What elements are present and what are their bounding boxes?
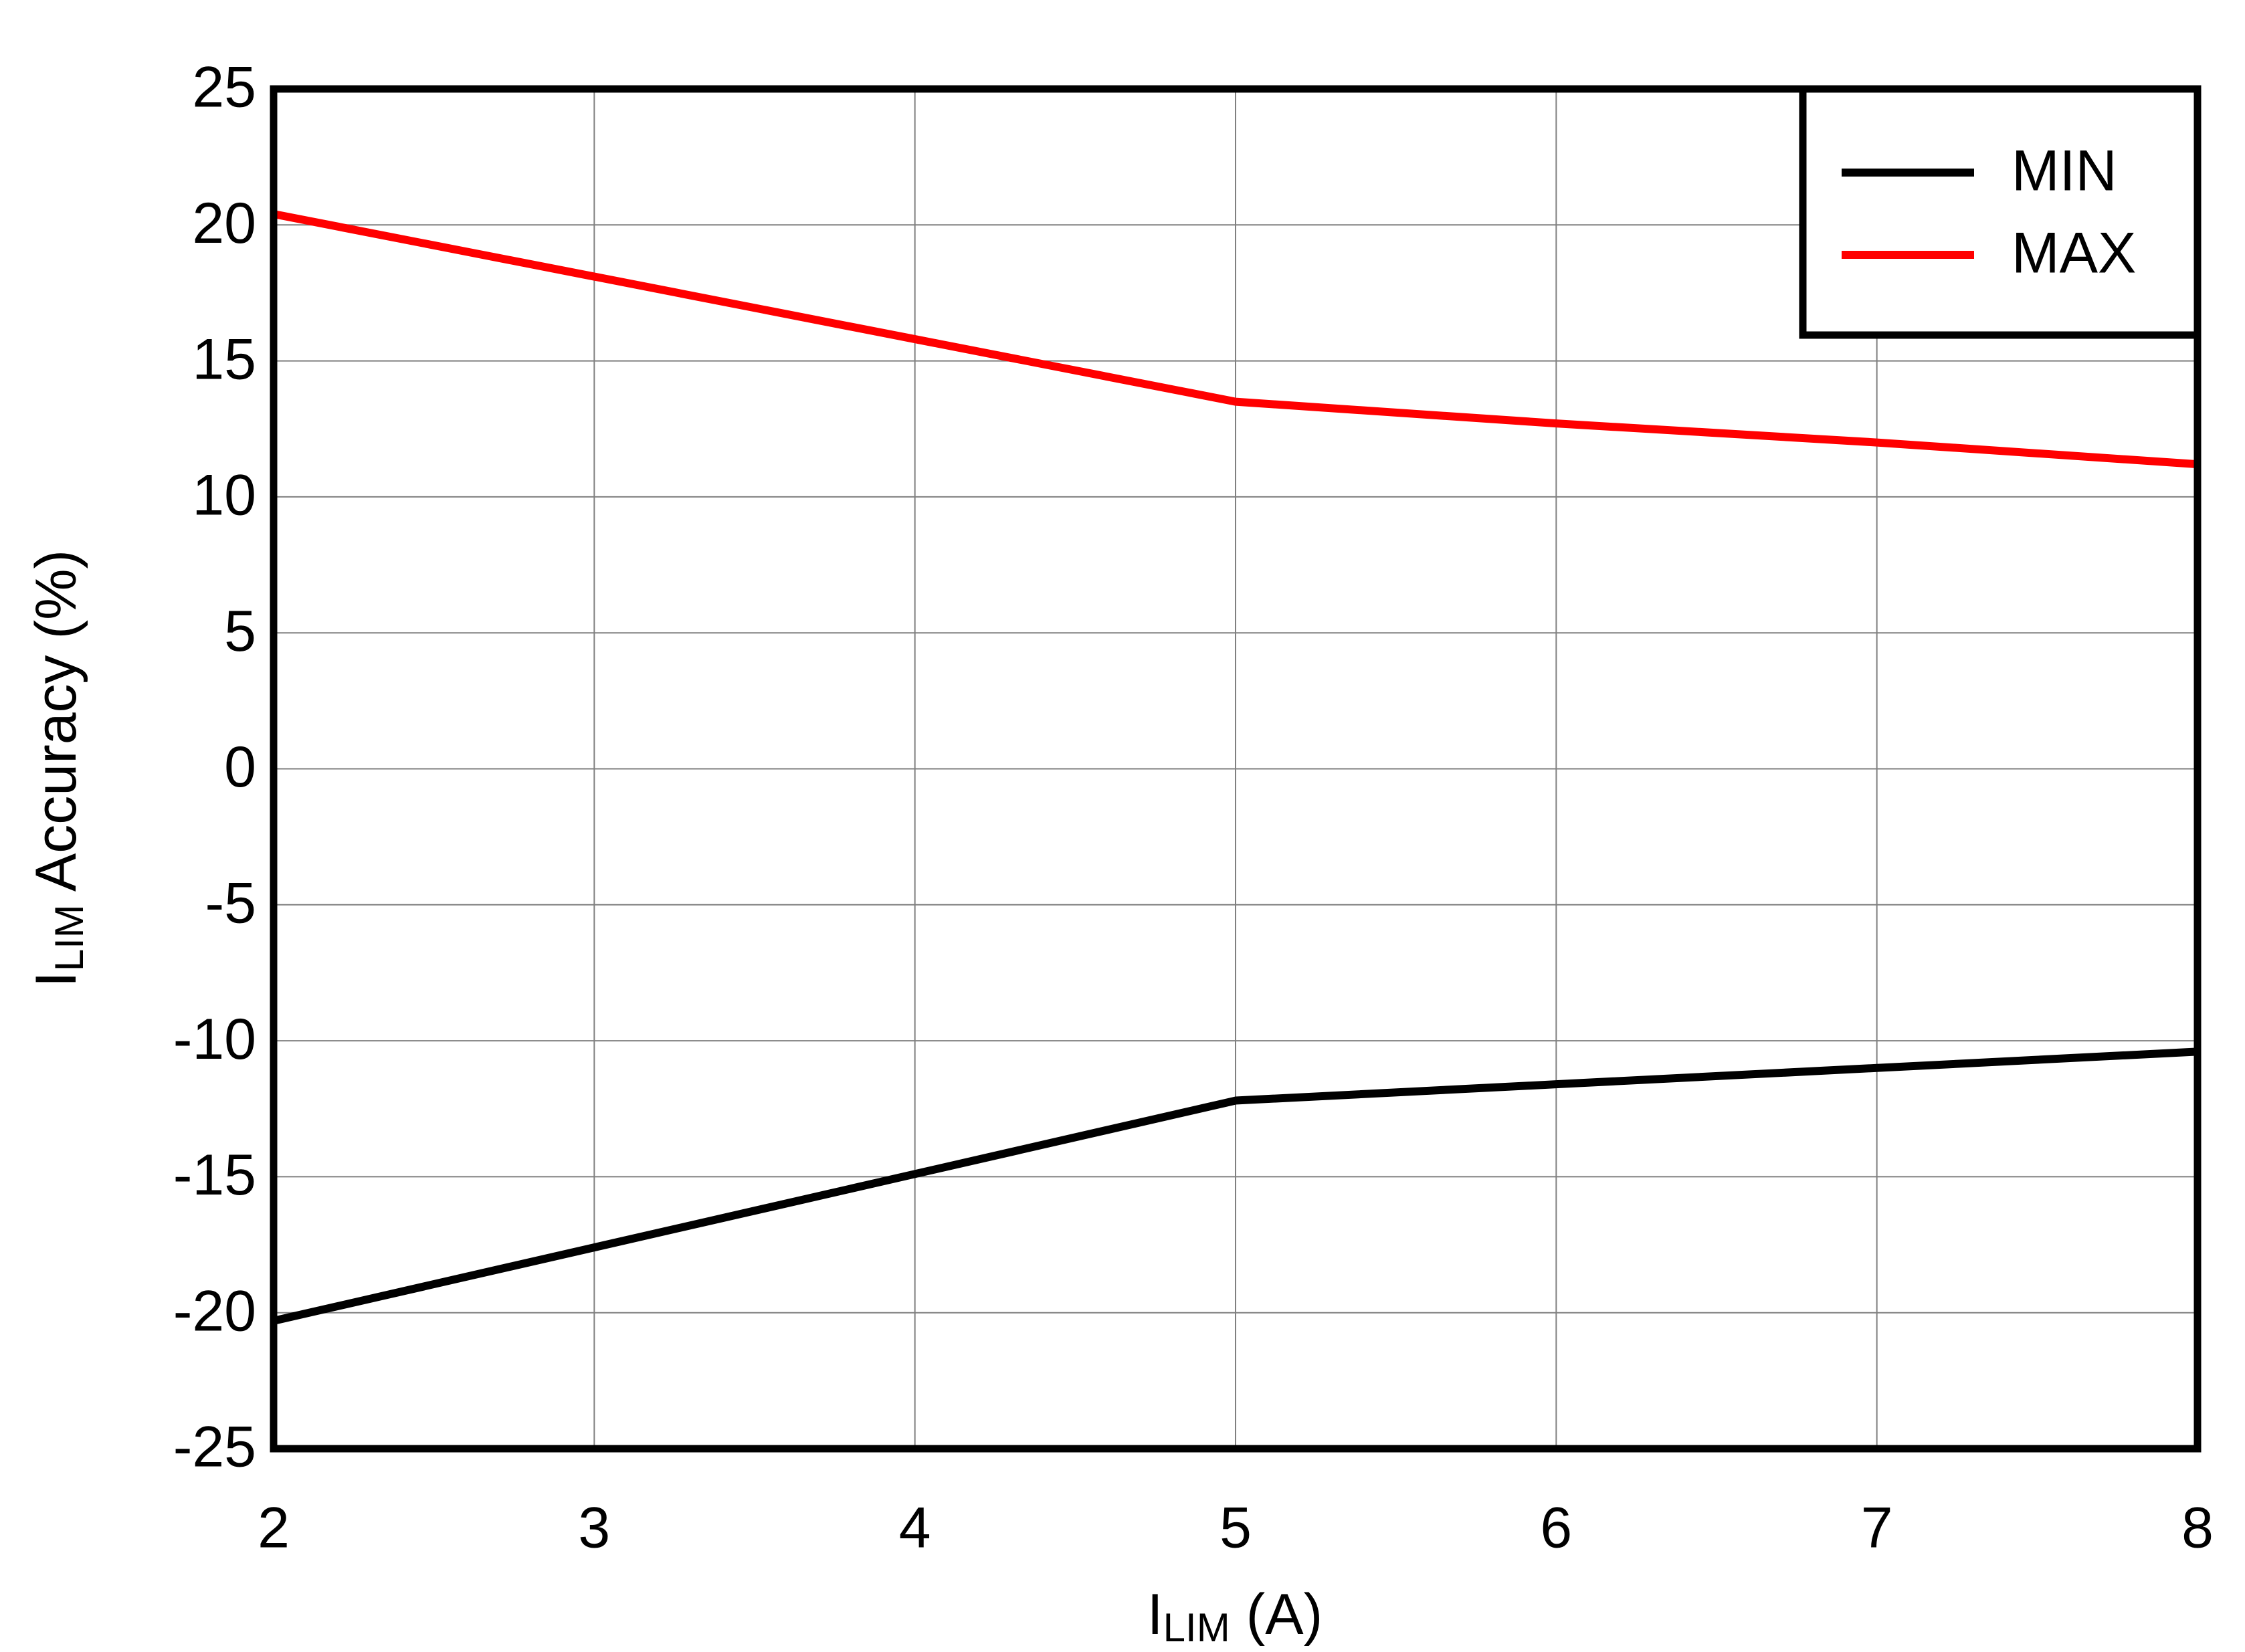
- x-tick-label: 8: [2181, 1496, 2214, 1560]
- plot-frame: [270, 85, 2202, 1453]
- y-tick-label: -10: [173, 1007, 256, 1071]
- x-tick-label: 5: [1219, 1496, 1252, 1560]
- y-tick-label: 0: [224, 735, 256, 799]
- y-axis-title: ILIM Accuracy (%): [24, 550, 92, 987]
- data-line: [272, 1047, 2198, 1325]
- x-tick-label: 7: [1861, 1496, 1893, 1560]
- x-title-sub: LIM: [1163, 1605, 1230, 1650]
- data-line: [272, 210, 2198, 469]
- y-tick-label: 25: [192, 56, 256, 120]
- x-tick-label: 6: [1540, 1496, 1572, 1560]
- y-tick-label: 10: [192, 463, 256, 528]
- x-tick-label: 4: [899, 1496, 931, 1560]
- y-tick-label: -15: [173, 1143, 256, 1207]
- y-tick-label: -25: [173, 1415, 256, 1479]
- x-tick-label: 2: [258, 1496, 290, 1560]
- legend-box: [1799, 85, 2202, 339]
- y-tick-label: 15: [192, 327, 256, 391]
- x-axis-title: ILIM (A): [1147, 1582, 1323, 1650]
- y-tick-label: 20: [192, 191, 256, 255]
- y-tick-label: -20: [173, 1279, 256, 1343]
- x-title-rest: (A): [1230, 1582, 1323, 1647]
- y-title-rest: Accuracy (%): [24, 550, 88, 904]
- x-tick-label: 3: [578, 1496, 610, 1560]
- x-title-main: I: [1147, 1582, 1163, 1647]
- legend-label: MAX: [2012, 221, 2136, 286]
- y-tick-label: -5: [205, 871, 256, 936]
- y-title-main: I: [24, 971, 88, 987]
- legend-label: MIN: [2012, 139, 2117, 203]
- y-tick-label: 5: [224, 599, 256, 663]
- y-title-sub: LIM: [47, 904, 92, 971]
